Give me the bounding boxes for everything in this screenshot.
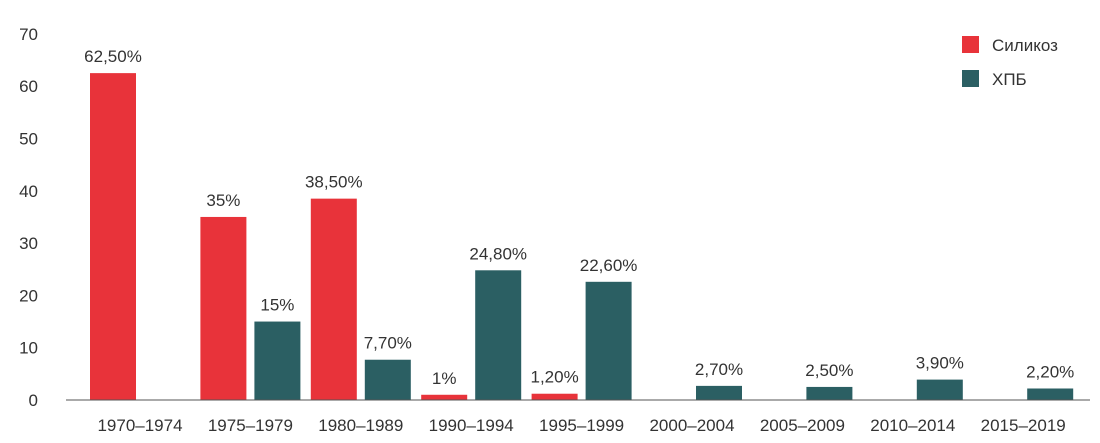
data-label: 2,50% (805, 361, 853, 380)
y-tick-label: 30 (19, 234, 38, 253)
data-label: 2,70% (695, 360, 743, 379)
bar-silicosis (531, 393, 578, 400)
data-label: 3,90% (916, 354, 964, 373)
x-category-label: 1995–1999 (539, 416, 624, 435)
x-category-label: 2015–2019 (981, 416, 1066, 435)
x-category-label: 1975–1979 (208, 416, 293, 435)
legend-label-copd: ХПБ (992, 70, 1027, 89)
bar-silicosis (200, 216, 247, 400)
data-label: 38,50% (305, 173, 363, 192)
bars (90, 73, 1074, 400)
data-label: 35% (206, 191, 240, 210)
x-category-label: 2010–2014 (870, 416, 955, 435)
x-category-label: 1990–1994 (429, 416, 514, 435)
bar-copd (696, 385, 742, 400)
data-labels: 62,50% 35% 15% 38,50% 7,70% 1% 24,80% 1,20% 22,6… (84, 47, 1074, 388)
y-tick-label: 60 (19, 77, 38, 96)
x-category-label: 1980–1989 (318, 416, 403, 435)
data-label: 22,60% (580, 256, 638, 275)
y-tick-label: 0 (29, 391, 38, 410)
data-label: 15% (260, 296, 294, 315)
bar-copd (475, 270, 522, 400)
data-label: 7,70% (364, 334, 412, 353)
data-label: 24,80% (469, 244, 527, 263)
y-tick-label: 20 (19, 286, 38, 305)
bar-silicosis (421, 394, 468, 400)
data-label: 1% (432, 369, 457, 388)
bar-copd (585, 281, 632, 400)
y-tick-label: 10 (19, 339, 38, 358)
y-axis: 0 10 20 30 40 50 60 70 (19, 25, 38, 410)
y-tick-label: 40 (19, 182, 38, 201)
legend-swatch-silicosis (962, 36, 979, 53)
legend: Силикоз ХПБ (962, 36, 1058, 89)
x-category-label: 2000–2004 (649, 416, 734, 435)
data-label: 1,20% (530, 368, 578, 387)
legend-swatch-copd (962, 70, 979, 87)
bar-copd (806, 386, 853, 400)
bar-copd (364, 359, 411, 400)
data-label: 2,20% (1026, 362, 1074, 381)
y-tick-label: 50 (19, 130, 38, 149)
bar-silicosis (90, 73, 136, 400)
y-tick-label: 70 (19, 25, 38, 44)
bar-copd (916, 379, 963, 400)
bar-copd (1027, 388, 1074, 400)
data-label: 62,50% (84, 47, 142, 66)
legend-label-silicosis: Силикоз (992, 36, 1058, 55)
x-category-label: 1970–1974 (97, 416, 182, 435)
bar-silicosis (310, 198, 357, 400)
x-category-label: 2005–2009 (760, 416, 845, 435)
x-axis: 1970–1974 1975–1979 1980–1989 1990–1994 1995… (66, 399, 1090, 435)
bar-copd (254, 321, 301, 400)
